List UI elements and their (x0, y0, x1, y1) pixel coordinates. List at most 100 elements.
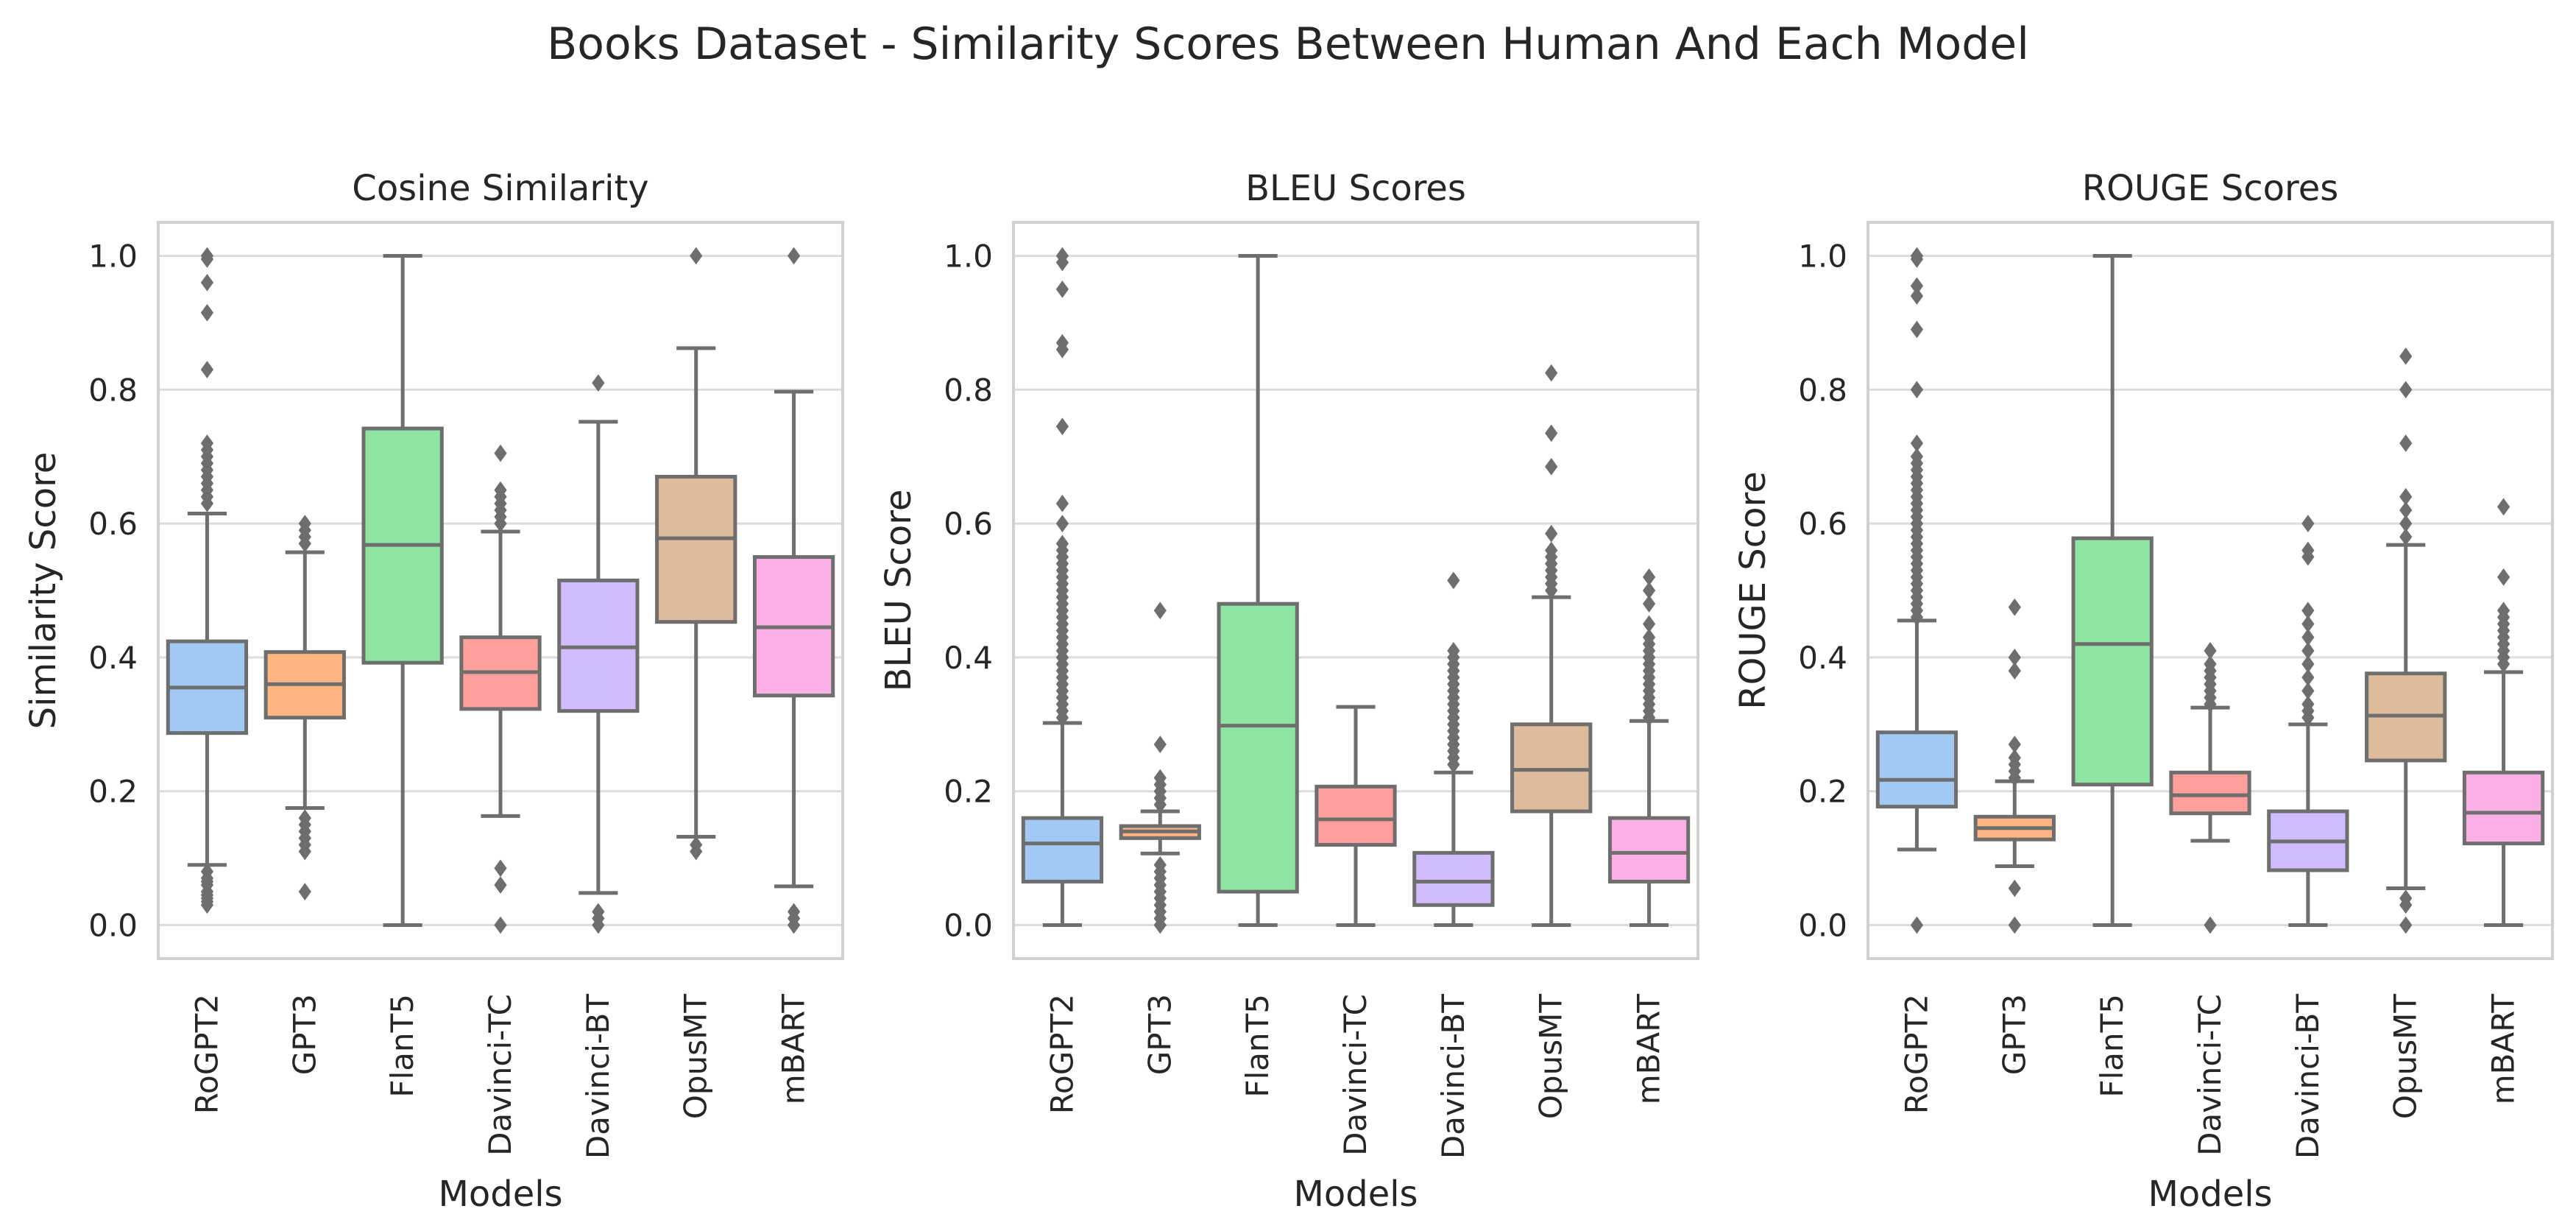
box-flant5 (2071, 253, 2154, 928)
outlier-point (2497, 602, 2510, 620)
outlier-point (298, 809, 311, 827)
outlier-point (1055, 515, 1069, 532)
outlier-point (2301, 628, 2315, 646)
iqr-box (1510, 722, 1593, 814)
outlier-point (1153, 769, 1167, 787)
box-opusmt (1510, 364, 1593, 928)
outlier-point (2301, 602, 2315, 620)
outlier-point (494, 916, 507, 934)
outlier-point (592, 374, 605, 392)
x-tick-label: GPT3 (1142, 994, 1178, 1075)
outlier-point (2399, 434, 2413, 452)
x-tick-label: Davinci-TC (2192, 994, 2228, 1156)
outlier-point (2301, 655, 2315, 673)
y-axis-label: BLEU Score (878, 490, 919, 692)
outlier-point (494, 444, 507, 462)
y-tick-label: 0.2 (88, 774, 138, 810)
y-tick-label: 1.0 (1798, 238, 1847, 274)
outlier-point (494, 876, 507, 894)
box-gpt3 (263, 515, 346, 900)
axes-frame (1866, 221, 2554, 960)
box-davinci-bt (557, 374, 640, 934)
y-tick-label: 0.2 (1798, 774, 1847, 810)
box-mbart (2462, 498, 2545, 928)
outlier-point (787, 903, 801, 921)
x-tick-label: mBART (1631, 994, 1667, 1105)
outlier-point (787, 247, 801, 265)
outlier-point (1153, 602, 1167, 620)
iqr-box (1314, 784, 1397, 847)
figure-title: Books Dataset - Similarity Scores Betwee… (547, 18, 2029, 70)
box-gpt3 (1119, 602, 1201, 934)
outlier-point (200, 273, 214, 292)
outlier-point (1910, 434, 1924, 452)
iqr-box (2462, 770, 2545, 846)
chart-panel-2: 0.0 0.2 0.4 0.6 0.8 1.0 RoGPT2 GPT3 FlanT5 Davinc… (878, 168, 1699, 1215)
outlier-point (1910, 916, 1924, 934)
box-flant5 (1217, 253, 1299, 928)
x-axis-label: Models (2148, 1174, 2272, 1215)
outlier-point (2301, 641, 2315, 660)
x-tick-label: mBART (2485, 994, 2522, 1105)
box-rogpt2 (1021, 247, 1104, 928)
chart-title: Cosine Similarity (352, 168, 648, 209)
x-tick-label: FlanT5 (384, 994, 420, 1098)
iqr-box (1021, 816, 1104, 883)
outlier-point (1642, 582, 1656, 599)
outlier-point (592, 903, 605, 921)
y-tick-label: 0.8 (1798, 372, 1847, 408)
box-opusmt (2365, 347, 2447, 934)
outlier-point (1910, 448, 1924, 466)
y-tick-label: 1.0 (88, 238, 138, 274)
outlier-point (690, 247, 703, 265)
iqr-box (2071, 536, 2154, 787)
x-tick-label: FlanT5 (1239, 994, 1275, 1098)
x-tick-label: mBART (776, 994, 812, 1105)
x-axis-label: Models (438, 1174, 562, 1215)
x-tick-label: OpusMT (2388, 994, 2424, 1119)
x-tick-label: RoGPT2 (188, 994, 224, 1114)
chart-title: ROUGE Scores (2082, 168, 2339, 209)
outlier-point (2497, 498, 2510, 516)
box-gpt3 (1973, 598, 2056, 934)
outlier-point (2399, 487, 2413, 506)
outlier-point (1910, 247, 1924, 265)
x-tick-label: Davinci-TC (1337, 994, 1373, 1156)
outlier-point (2008, 879, 2021, 897)
outlier-point (2008, 749, 2021, 767)
x-tick-label: Davinci-BT (2290, 994, 2326, 1159)
box-davinci-bt (2267, 515, 2349, 928)
outlier-point (1545, 541, 1558, 560)
outlier-point (2204, 916, 2217, 934)
x-axis-label: Models (1293, 1174, 1418, 1215)
y-tick-label: 0.4 (944, 640, 993, 676)
outlier-point (2301, 669, 2315, 687)
outlier-point (690, 836, 703, 854)
outlier-point (1055, 334, 1069, 352)
outlier-point (200, 361, 214, 378)
y-tick-label: 0.4 (1798, 640, 1847, 676)
outlier-point (2204, 655, 2217, 673)
outlier-point (1910, 287, 1924, 305)
y-tick-label: 0.0 (1798, 908, 1847, 944)
outlier-point (1642, 595, 1656, 613)
box-opusmt (655, 247, 737, 861)
outlier-point (2399, 528, 2413, 546)
outlier-point (494, 481, 507, 499)
outlier-point (1153, 856, 1167, 874)
axes-frame (157, 221, 844, 960)
outlier-point (1545, 424, 1558, 442)
outlier-point (2497, 568, 2510, 586)
outlier-point (1055, 281, 1069, 298)
outlier-point (2399, 916, 2413, 934)
y-tick-label: 0.6 (944, 506, 993, 542)
outlier-point (1545, 457, 1558, 476)
outlier-point (2008, 662, 2021, 680)
chart-panel-1: 0.0 0.2 0.4 0.6 0.8 1.0 RoGPT2 GPT3 FlanT5 Davinc… (23, 168, 844, 1215)
outlier-point (1642, 628, 1656, 646)
y-tick-label: 1.0 (944, 238, 993, 274)
chart-title: BLEU Scores (1245, 168, 1466, 209)
outlier-point (1910, 381, 1924, 399)
x-tick-label: Davinci-BT (1435, 994, 1471, 1159)
